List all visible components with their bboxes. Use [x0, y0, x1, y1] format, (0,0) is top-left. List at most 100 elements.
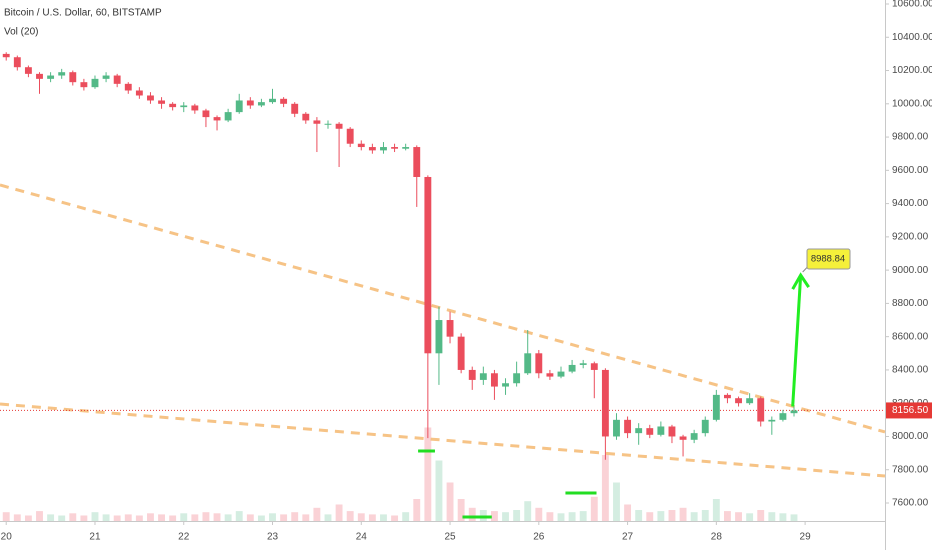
candle-body	[590, 363, 598, 370]
candle-body	[191, 105, 199, 111]
candle-body	[468, 369, 476, 380]
x-tick-label: 24	[356, 532, 368, 543]
candle-body	[657, 426, 665, 435]
volume-bar	[468, 507, 476, 521]
candle-body	[91, 78, 99, 88]
x-tick-label: 21	[89, 532, 101, 543]
candle-body	[646, 428, 654, 435]
candle-body	[58, 72, 66, 76]
candle-body	[579, 363, 587, 365]
volume-bar	[357, 513, 365, 521]
candle-body	[380, 147, 387, 151]
volume-label: Vol (20)	[4, 27, 38, 38]
candle-body	[712, 394, 720, 420]
volume-bar	[601, 455, 609, 521]
candles-layer	[2, 52, 798, 460]
volume-bar	[657, 511, 665, 521]
volume-bar	[235, 511, 243, 521]
candle-body	[446, 320, 454, 337]
x-tick-label: 29	[800, 532, 812, 543]
volume-bar	[402, 512, 410, 521]
volume-bar	[490, 511, 498, 521]
volume-bar	[135, 515, 143, 521]
candle-body	[524, 353, 532, 374]
volume-bar	[169, 515, 177, 521]
volume-bar	[180, 513, 188, 521]
candle-body	[724, 394, 731, 399]
volume-bar	[635, 510, 643, 521]
y-tick-label: 10200.00	[892, 65, 932, 76]
candle-body	[102, 75, 110, 79]
candle-body	[490, 373, 498, 387]
last-price-label: 8156.50	[892, 405, 929, 416]
volume-bar	[380, 514, 387, 521]
x-tick-label: 26	[533, 532, 545, 543]
volume-bar	[502, 512, 509, 521]
last-price-tag	[886, 402, 932, 419]
candle-body	[568, 364, 576, 372]
volume-bar	[124, 514, 132, 521]
y-tick-label: 9200.00	[892, 232, 929, 243]
candle-body	[613, 419, 620, 437]
candle-body	[357, 143, 365, 148]
candle-body	[235, 100, 243, 113]
volume-layer	[2, 427, 798, 521]
x-tick-label: 25	[444, 532, 456, 543]
candle-body	[668, 426, 676, 437]
candle-body	[180, 105, 188, 108]
volume-bar	[191, 514, 199, 521]
candle-body	[391, 147, 399, 149]
volume-bar	[47, 514, 55, 521]
volume-bar	[335, 504, 343, 521]
volume-bar	[113, 515, 121, 521]
target-label: 8988.84	[811, 254, 845, 265]
volume-bar	[590, 496, 598, 521]
candle-body	[113, 75, 121, 84]
candle-body	[213, 117, 221, 121]
y-tick-label: 8000.00	[892, 431, 929, 442]
volume-bar	[2, 512, 10, 521]
candle-body	[324, 123, 332, 125]
candle-body	[368, 147, 376, 151]
volume-bar	[269, 513, 276, 521]
x-tick-label: 27	[622, 532, 634, 543]
volume-bar	[724, 511, 731, 521]
volume-bar	[313, 507, 321, 521]
volume-bar	[102, 514, 110, 521]
volume-bar	[69, 513, 77, 521]
y-tick-label: 9800.00	[892, 132, 929, 143]
volume-bar	[391, 515, 399, 521]
volume-bar	[646, 512, 654, 521]
volume-bar	[546, 512, 554, 521]
volume-bar	[257, 515, 265, 521]
volume-bar	[746, 513, 754, 521]
volume-bar	[568, 512, 576, 521]
candle-body	[280, 98, 288, 104]
candle-body	[124, 83, 132, 91]
y-tick-label: 9600.00	[892, 165, 929, 176]
candle-body	[13, 57, 21, 68]
volume-bar	[668, 510, 676, 521]
target-box	[806, 248, 851, 270]
volume-bar	[368, 514, 376, 521]
volume-bar	[513, 510, 521, 521]
volume-bar	[768, 512, 776, 521]
volume-bar	[213, 513, 221, 521]
candle-body	[701, 419, 709, 434]
candle-body	[635, 428, 643, 434]
candle-body	[513, 373, 521, 384]
volume-bar	[413, 499, 421, 521]
candle-body	[346, 128, 354, 144]
volume-bar	[735, 512, 742, 521]
candle-body	[502, 383, 509, 387]
arrow-head	[791, 272, 810, 290]
y-tick-label: 9000.00	[892, 265, 929, 276]
volume-bar	[457, 499, 465, 521]
candle-body	[313, 120, 321, 124]
candle-body	[302, 113, 310, 121]
volume-bar	[158, 514, 165, 521]
candle-body	[224, 112, 232, 121]
candle-body	[47, 75, 55, 79]
volume-bar	[324, 514, 332, 521]
